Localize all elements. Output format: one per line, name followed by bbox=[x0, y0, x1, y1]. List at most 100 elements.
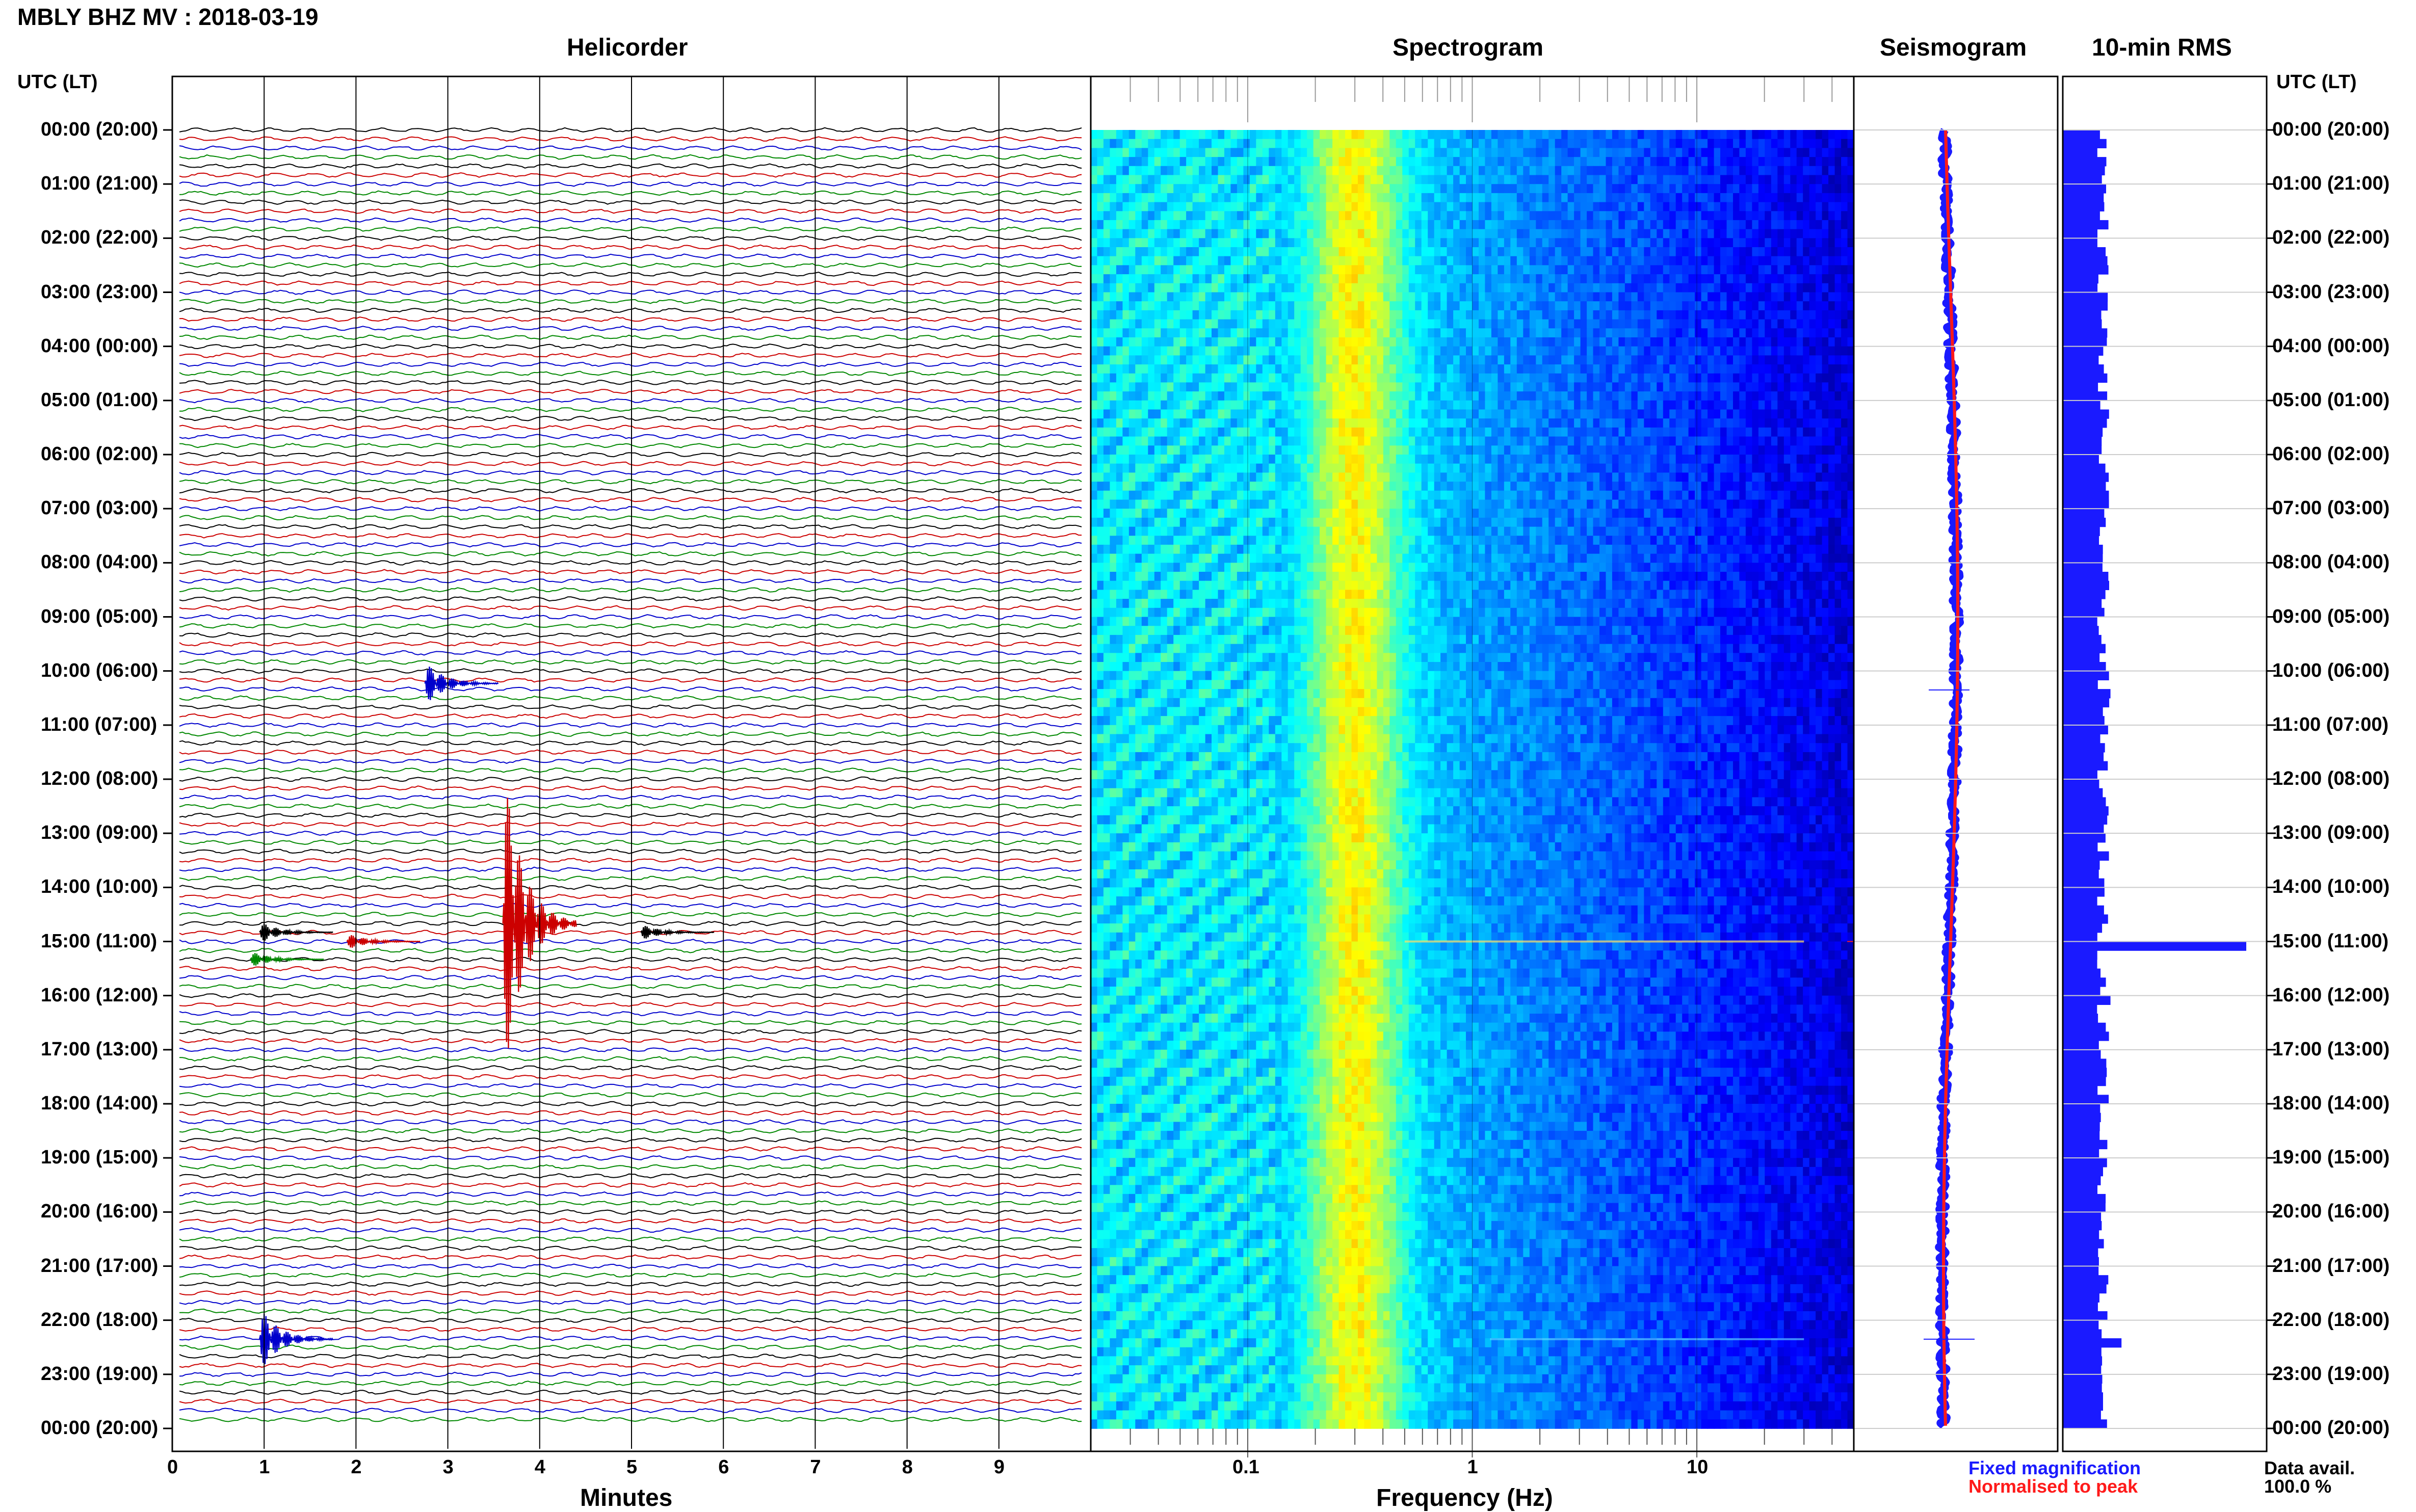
spectrogram-cell bbox=[1809, 229, 1816, 239]
spectrogram-cell bbox=[1612, 464, 1619, 473]
spectrogram-cell bbox=[1440, 418, 1447, 428]
spectrogram-cell bbox=[1389, 139, 1396, 149]
spectrogram-cell bbox=[1758, 445, 1765, 455]
spectrogram-cell bbox=[1733, 455, 1740, 464]
spectrogram-cell bbox=[1574, 130, 1581, 140]
spectrogram-cell bbox=[1409, 445, 1415, 455]
spectrogram-cell bbox=[1415, 428, 1422, 437]
spectrogram-cell bbox=[1555, 247, 1562, 257]
spectrogram-cell bbox=[1364, 482, 1371, 491]
spectrogram-cell bbox=[1205, 293, 1212, 302]
spectrogram-cell bbox=[1434, 445, 1441, 455]
spectrogram-cell bbox=[1129, 428, 1136, 437]
spectrogram-cell bbox=[1167, 418, 1174, 428]
spectrogram-cell bbox=[1275, 202, 1282, 212]
spectrogram-cell bbox=[1199, 391, 1205, 401]
spectrogram-cell bbox=[1447, 482, 1454, 491]
spectrogram-cell bbox=[1797, 256, 1803, 266]
spectrogram-cell bbox=[1771, 293, 1778, 302]
spectrogram-cell bbox=[1822, 418, 1829, 428]
spectrogram-cell bbox=[1218, 139, 1225, 149]
spectrogram-cell bbox=[1663, 364, 1670, 374]
spectrogram-cell bbox=[1288, 130, 1295, 140]
spectrogram-cell bbox=[1581, 175, 1587, 185]
spectrogram-cell bbox=[1314, 301, 1320, 311]
spectrogram-cell bbox=[1650, 328, 1657, 338]
spectrogram-cell bbox=[1498, 220, 1504, 230]
spectrogram-cell bbox=[1828, 418, 1835, 428]
spectrogram-cell bbox=[1771, 418, 1778, 428]
spectrogram-cell bbox=[1510, 193, 1517, 203]
spectrogram-cell bbox=[1765, 347, 1771, 356]
spectrogram-cell bbox=[1771, 256, 1778, 266]
spectrogram-cell bbox=[1199, 148, 1205, 157]
spectrogram-cell bbox=[1440, 310, 1447, 320]
spectrogram-cell bbox=[1625, 374, 1632, 383]
spectrogram-cell bbox=[1383, 374, 1390, 383]
spectrogram-cell bbox=[1193, 401, 1199, 410]
spectrogram-cell bbox=[1765, 491, 1771, 500]
spectrogram-cell bbox=[1555, 472, 1562, 482]
spectrogram-cell bbox=[1275, 472, 1282, 482]
spectrogram-cell bbox=[1224, 320, 1231, 329]
spectrogram-cell bbox=[1548, 445, 1555, 455]
spectrogram-cell bbox=[1631, 320, 1638, 329]
spectrogram-cell bbox=[1250, 437, 1256, 446]
spectrogram-cell bbox=[1320, 464, 1326, 473]
spectrogram-cell bbox=[1644, 337, 1650, 347]
spectrogram-cell bbox=[1307, 175, 1314, 185]
spectrogram-cell bbox=[1447, 220, 1454, 230]
spectrogram-cell bbox=[1281, 491, 1288, 500]
spectrogram-cell bbox=[1625, 328, 1632, 338]
spectrogram-cell bbox=[1205, 455, 1212, 464]
spectrogram-cell bbox=[1269, 455, 1275, 464]
spectrogram-cell bbox=[1746, 445, 1752, 455]
spectrogram-cell bbox=[1708, 428, 1714, 437]
spectrogram-cell bbox=[1161, 202, 1167, 212]
spectrogram-cell bbox=[1682, 401, 1689, 410]
spectrogram-cell bbox=[1186, 247, 1193, 257]
spectrogram-cell bbox=[1364, 283, 1371, 293]
spectrogram-cell bbox=[1752, 265, 1758, 275]
spectrogram-cell bbox=[1434, 428, 1441, 437]
spectrogram-cell bbox=[1739, 364, 1746, 374]
spectrogram-cell bbox=[1599, 301, 1606, 311]
spectrogram-cell bbox=[1809, 328, 1816, 338]
spectrogram-cell bbox=[1396, 401, 1403, 410]
spectrogram-cell bbox=[1243, 220, 1250, 230]
spectrogram-cell bbox=[1650, 166, 1657, 176]
spectrogram-cell bbox=[1218, 445, 1225, 455]
spectrogram-cell bbox=[1154, 364, 1161, 374]
spectrogram-cell bbox=[1663, 464, 1670, 473]
spectrogram-cell bbox=[1129, 238, 1136, 248]
spectrogram-cell bbox=[1116, 401, 1123, 410]
spectrogram-cell bbox=[1396, 202, 1403, 212]
spectrogram-cell bbox=[1657, 256, 1663, 266]
spectrogram-cell bbox=[1650, 347, 1657, 356]
spectrogram-cell bbox=[1485, 347, 1491, 356]
spectrogram-cell bbox=[1409, 166, 1415, 176]
spectrogram-cell bbox=[1510, 301, 1517, 311]
spectrogram-cell bbox=[1122, 157, 1129, 167]
spectrogram-cell bbox=[1784, 157, 1791, 167]
spectrogram-cell bbox=[1593, 283, 1600, 293]
spectrogram-cell bbox=[1237, 193, 1244, 203]
spectrogram-cell bbox=[1536, 355, 1542, 365]
spectrogram-cell bbox=[1593, 238, 1600, 248]
spectrogram-cell bbox=[1517, 301, 1524, 311]
spectrogram-cell bbox=[1536, 418, 1542, 428]
spectrogram-cell bbox=[1371, 401, 1377, 410]
spectrogram-cell bbox=[1618, 274, 1625, 284]
spectrogram-cell bbox=[1631, 139, 1638, 149]
spectrogram-cell bbox=[1434, 274, 1441, 284]
spectrogram-cell bbox=[1288, 139, 1295, 149]
spectrogram-cell bbox=[1708, 265, 1714, 275]
spectrogram-cell bbox=[1581, 410, 1587, 419]
spectrogram-cell bbox=[1314, 148, 1320, 157]
spectrogram-cell bbox=[1173, 391, 1180, 401]
spectrogram-cell bbox=[1473, 193, 1479, 203]
spectrogram-cell bbox=[1205, 437, 1212, 446]
spectrogram-cell bbox=[1097, 211, 1104, 221]
spectrogram-cell bbox=[1243, 355, 1250, 365]
spectrogram-cell bbox=[1288, 401, 1295, 410]
